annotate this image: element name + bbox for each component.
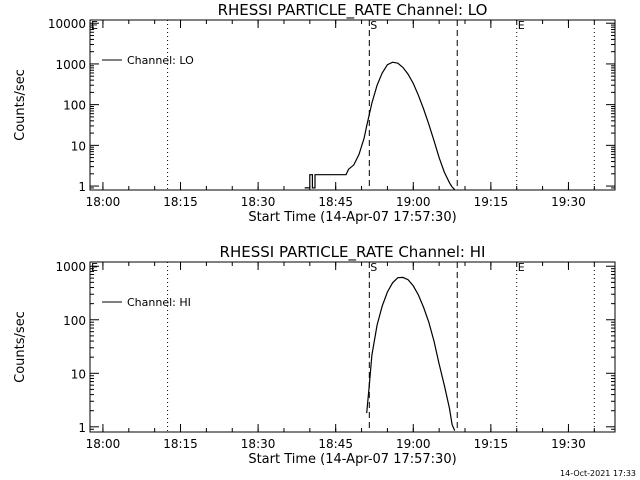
hi-marker-label: E	[91, 261, 98, 274]
lo-x-tick-label: 18:30	[241, 195, 276, 209]
lo-plot-frame	[89, 19, 616, 191]
lo-y-axis-label: Counts/sec	[13, 69, 28, 141]
hi-marker-label: S	[370, 261, 377, 274]
lo-x-tick-label: 18:00	[86, 195, 121, 209]
hi-legend-label: Channel: HI	[127, 296, 191, 309]
hi-chart-title: RHESSI PARTICLE_RATE Channel: HI	[220, 243, 486, 262]
lo-x-tick-label: 18:45	[318, 195, 353, 209]
lo-chart-title: RHESSI PARTICLE_RATE Channel: LO	[218, 1, 488, 20]
lo-marker-label: E	[91, 19, 98, 32]
lo-y-tick-label: 1000	[55, 58, 86, 72]
hi-y-tick-label: 100	[63, 314, 86, 328]
lo-x-tick-label: 19:30	[551, 195, 586, 209]
hi-y-tick-label: 10	[71, 367, 86, 381]
lo-series-line	[304, 61, 456, 191]
lo-y-tick-label: 100	[63, 99, 86, 113]
lo-x-tick-label: 19:00	[396, 195, 431, 209]
hi-x-tick-label: 18:15	[163, 437, 198, 451]
hi-y-tick-label: 1	[78, 421, 86, 435]
lo-y-tick-label: 1	[78, 180, 86, 194]
hi-x-tick-label: 18:00	[86, 437, 121, 451]
lo-legend-label: Channel: LO	[127, 54, 194, 67]
hi-y-tick-label: 1000	[55, 260, 86, 274]
lo-marker-label: E	[518, 19, 525, 32]
hi-plot-frame	[89, 261, 616, 433]
hi-x-tick-label: 19:15	[474, 437, 509, 451]
lo-y-tick-label: 10	[71, 139, 86, 153]
hi-series-line	[366, 276, 456, 431]
lo-x-tick-label: 18:15	[163, 195, 198, 209]
hi-x-axis-label: Start Time (14-Apr-07 17:57:30)	[248, 452, 456, 467]
lo-y-tick-label: 10000	[48, 17, 86, 31]
hi-marker-label: E	[518, 261, 525, 274]
hi-x-tick-label: 19:30	[551, 437, 586, 451]
lo-x-tick-label: 19:15	[474, 195, 509, 209]
lo-x-axis-label: Start Time (14-Apr-07 17:57:30)	[248, 210, 456, 225]
hi-y-axis-label: Counts/sec	[13, 311, 28, 383]
footer-timestamp: 14-Oct-2021 17:33	[560, 469, 636, 478]
hi-x-tick-label: 19:00	[396, 437, 431, 451]
lo-marker-label: S	[370, 19, 377, 32]
hi-x-tick-label: 18:45	[318, 437, 353, 451]
hi-x-tick-label: 18:30	[241, 437, 276, 451]
